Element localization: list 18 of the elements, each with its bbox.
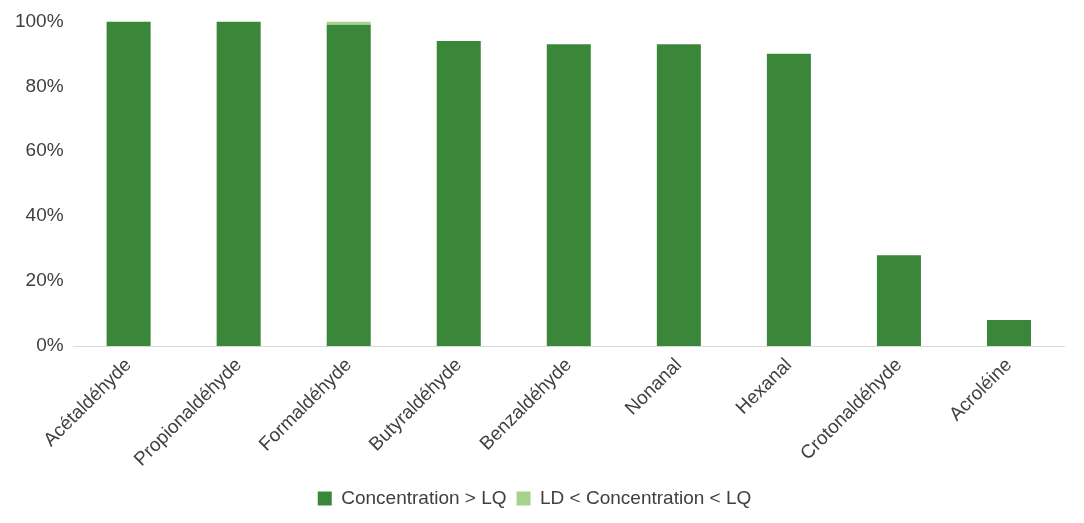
bar [326,21,371,25]
bar [326,24,371,347]
y-tick-label: 0% [36,334,64,356]
bar [656,44,701,347]
bar [436,40,481,347]
bar [876,255,921,347]
legend-label: LD < Concentration < LQ [540,486,752,508]
legend-label: Concentration > LQ [341,486,507,508]
y-tick-label: 100% [14,9,64,31]
y-tick-label: 40% [25,204,64,226]
bar [766,53,811,347]
bar [546,44,591,347]
y-tick-label: 20% [25,269,64,291]
bar [106,21,151,347]
y-tick-label: 80% [25,74,64,96]
bar [986,320,1031,347]
y-tick-label: 60% [25,139,64,161]
bar [216,21,261,347]
